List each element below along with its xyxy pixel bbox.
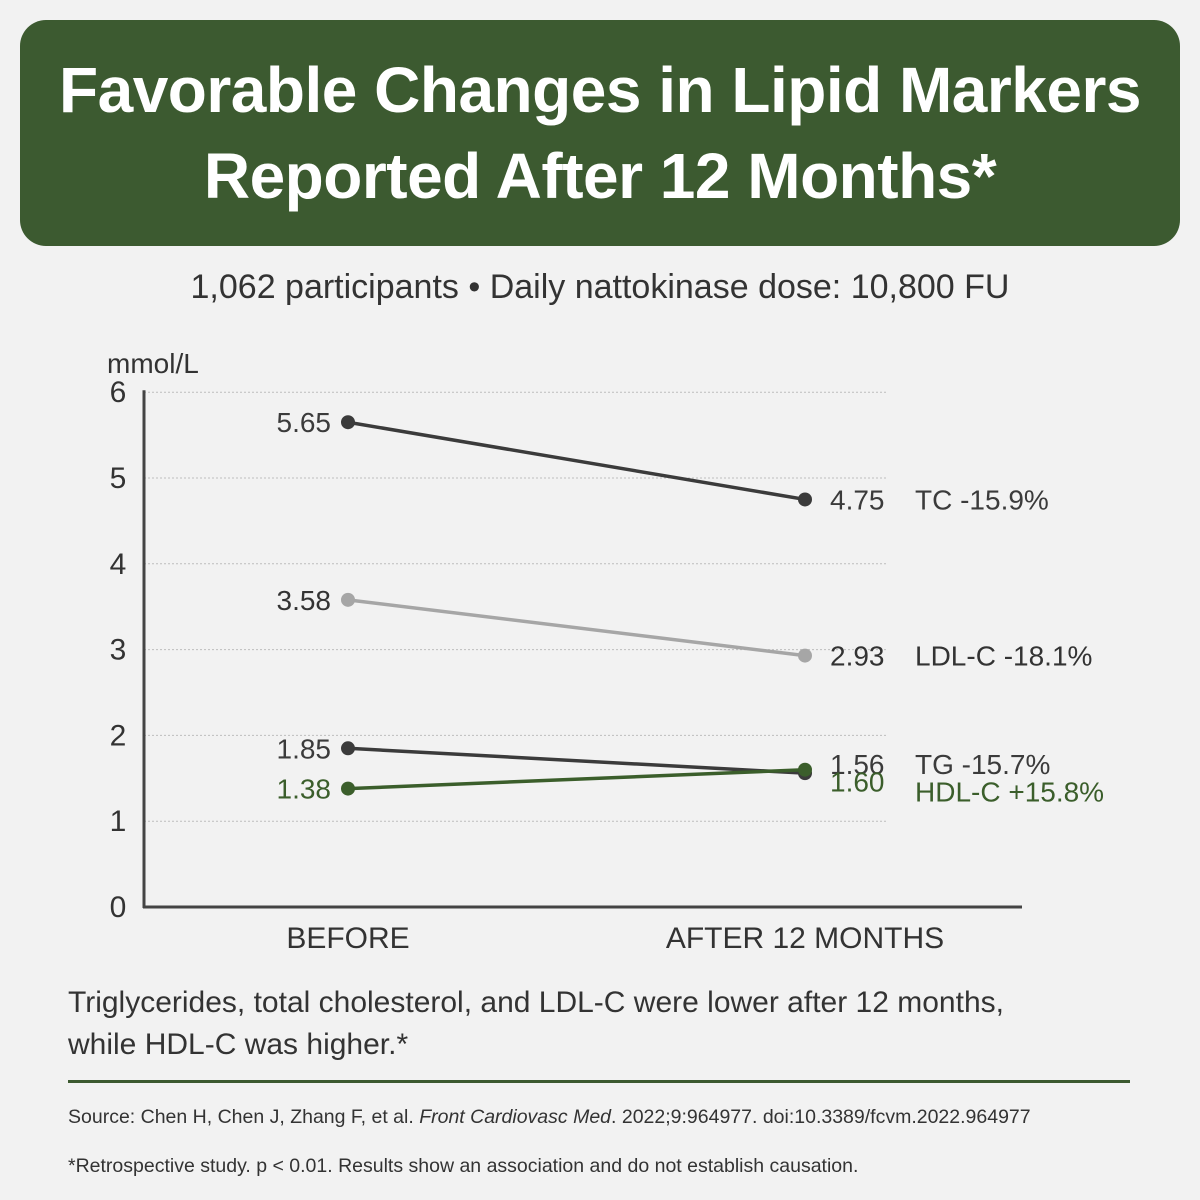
series-line-hdl-c: [347, 767, 806, 791]
y-tick-label-5: 5: [110, 462, 127, 495]
data-label-ldl-c-before: 3.58: [277, 585, 332, 616]
data-label-tc-after: 4.75: [830, 484, 885, 515]
data-label-tg-before: 1.85: [277, 733, 332, 764]
y-tick-label-0: 0: [110, 891, 127, 924]
caption-line-1: Triglycerides, total cholesterol, and LD…: [68, 986, 1004, 1019]
footnote: *Retrospective study. p < 0.01. Results …: [68, 1155, 859, 1177]
source-suffix: . 2022;9:964977. doi:10.3389/fcvm.2022.9…: [611, 1106, 1031, 1128]
source-prefix: Source: Chen H, Chen J, Zhang F, et al.: [68, 1106, 414, 1128]
y-tick-label-1: 1: [110, 805, 127, 838]
chart-title-line-1: Favorable Changes in Lipid Markers: [59, 54, 1141, 126]
series-line-ldl-c: [347, 598, 806, 658]
series-label-tg: TG -15.7%: [915, 749, 1050, 780]
chart-subtitle: 1,062 participants • Daily nattokinase d…: [190, 268, 1010, 306]
chart-caption: Triglycerides, total cholesterol, and LD…: [68, 982, 1148, 1066]
data-point-tg-before: [341, 741, 355, 756]
series-label-ldl-c: LDL-C -18.1%: [915, 641, 1092, 672]
y-tick-label-6: 6: [110, 376, 127, 409]
data-label-hdl-c-after: 1.60: [830, 767, 885, 798]
data-point-hdl-c-before: [341, 781, 355, 796]
y-tick-label-2: 2: [110, 719, 127, 752]
data-point-tc-after: [798, 492, 812, 507]
data-label-tg-after: 1.56: [830, 749, 885, 780]
series-line-tg: [347, 746, 806, 775]
series-label-hdl-c: HDL-C +15.8%: [915, 777, 1104, 808]
data-point-hdl-c-after: [798, 762, 812, 777]
data-label-ldl-c-after: 2.93: [830, 641, 885, 672]
data-point-ldl-c-before: [341, 592, 355, 607]
chart-title-line-2: Reported After 12 Months*: [203, 140, 997, 212]
x-tick-label-after: AFTER 12 MONTHS: [666, 922, 944, 955]
series-line-tc: [347, 420, 806, 502]
data-point-tc-before: [341, 415, 355, 430]
data-point-ldl-c-after: [798, 648, 812, 663]
y-tick-label-4: 4: [110, 548, 127, 581]
footer-divider: [68, 1080, 1130, 1083]
y-axis-label: mmol/L: [107, 348, 199, 379]
x-tick-label-before: BEFORE: [286, 922, 409, 955]
series-label-tc: TC -15.9%: [915, 484, 1049, 515]
y-tick-label-3: 3: [110, 634, 127, 667]
data-label-tc-before: 5.65: [277, 407, 332, 438]
data-label-hdl-c-before: 1.38: [277, 774, 332, 805]
source-citation: Source: Chen H, Chen J, Zhang F, et al. …: [68, 1106, 1031, 1129]
caption-line-2: while HDL-C was higher.*: [68, 1028, 409, 1061]
source-journal: Front Cardiovasc Med: [419, 1106, 612, 1128]
title-banner: Favorable Changes in Lipid Markers Repor…: [20, 20, 1180, 246]
